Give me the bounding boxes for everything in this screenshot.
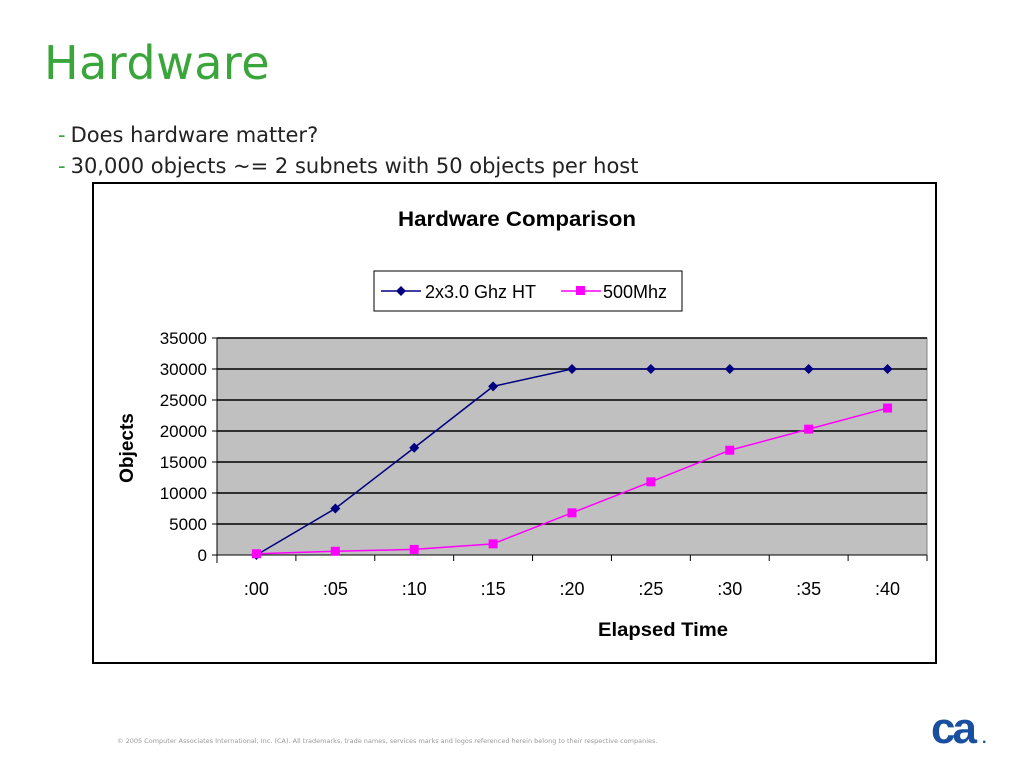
chart-legend: 2x3.0 Ghz HT 500Mhz xyxy=(373,270,683,312)
y-axis-label: Objects xyxy=(117,413,138,483)
data-point-series-2 xyxy=(883,403,893,413)
x-tick-label: :15 xyxy=(481,579,506,599)
x-tick-label: :25 xyxy=(638,579,663,599)
data-point-series-1 xyxy=(645,364,656,374)
bullet-text: Does hardware matter? xyxy=(70,123,319,147)
copyright-footer: © 2005 Computer Associates International… xyxy=(117,737,658,745)
y-tick-labels: 35000 30000 25000 20000 15000 10000 5000 0 xyxy=(160,329,207,565)
y-tick-label: 10000 xyxy=(160,484,207,503)
x-tick-label: :40 xyxy=(875,579,900,599)
data-point-series-1 xyxy=(724,364,735,374)
x-tick-label: :10 xyxy=(402,579,427,599)
data-point-series-2 xyxy=(804,424,814,434)
series-layer xyxy=(251,364,893,560)
legend-marker-series-2 xyxy=(576,286,585,295)
data-point-series-1 xyxy=(409,442,420,453)
x-tick-label: :05 xyxy=(323,579,348,599)
legend-marker-series-1 xyxy=(396,286,406,296)
data-point-series-2 xyxy=(725,445,735,455)
ca-logo-text: ca xyxy=(931,706,977,750)
y-tick-label: 20000 xyxy=(160,422,207,441)
hardware-comparison-chart: Hardware Comparison 2x3.0 Ghz HT 500Mhz … xyxy=(117,208,928,641)
data-point-series-2 xyxy=(488,539,498,549)
data-point-series-2 xyxy=(409,544,419,554)
y-tick-label: 30000 xyxy=(160,360,207,379)
bullet-text: 30,000 objects ~= 2 subnets with 50 obje… xyxy=(70,154,639,178)
data-point-series-2 xyxy=(567,508,577,518)
bullet-dash: - xyxy=(58,154,66,178)
chart-frame: Hardware Comparison 2x3.0 Ghz HT 500Mhz … xyxy=(92,182,937,664)
data-point-series-1 xyxy=(330,503,341,514)
legend-label-series-1: 2x3.0 Ghz HT xyxy=(425,282,536,302)
ca-logo: ca . xyxy=(931,706,986,750)
legend-label-series-2: 500Mhz xyxy=(603,282,667,302)
data-point-series-2 xyxy=(330,546,340,556)
y-tick-label: 35000 xyxy=(160,329,207,348)
bullet-item: -30,000 objects ~= 2 subnets with 50 obj… xyxy=(58,151,638,182)
bullet-list: - Does hardware matter? -30,000 objects ~… xyxy=(58,120,638,182)
y-tick-label: 0 xyxy=(198,546,207,565)
x-tick-label: :35 xyxy=(796,579,821,599)
data-point-series-2 xyxy=(251,549,261,559)
bullet-dash: - xyxy=(58,123,66,147)
legend-box xyxy=(373,270,683,312)
data-point-series-2 xyxy=(646,477,656,487)
y-tick-label: 25000 xyxy=(160,391,207,410)
x-tick-labels: :00 :05 :10 :15 :20 :25 :30 :35 :40 xyxy=(244,579,900,599)
data-point-series-1 xyxy=(882,364,893,374)
y-tick-label: 15000 xyxy=(160,453,207,472)
bullet-item: - Does hardware matter? xyxy=(58,120,638,151)
y-tick-label: 5000 xyxy=(169,515,207,534)
slide-title: Hardware xyxy=(44,36,271,90)
data-point-series-1 xyxy=(567,364,577,374)
x-tick-label: :20 xyxy=(559,579,584,599)
chart-title: Hardware Comparison xyxy=(398,208,636,231)
data-point-series-1 xyxy=(488,381,499,392)
x-axis-label: Elapsed Time xyxy=(598,620,728,641)
x-tick-label: :30 xyxy=(717,579,742,599)
data-point-series-1 xyxy=(803,364,814,374)
x-tick-label: :00 xyxy=(244,579,269,599)
ca-logo-dot: . xyxy=(982,730,986,747)
